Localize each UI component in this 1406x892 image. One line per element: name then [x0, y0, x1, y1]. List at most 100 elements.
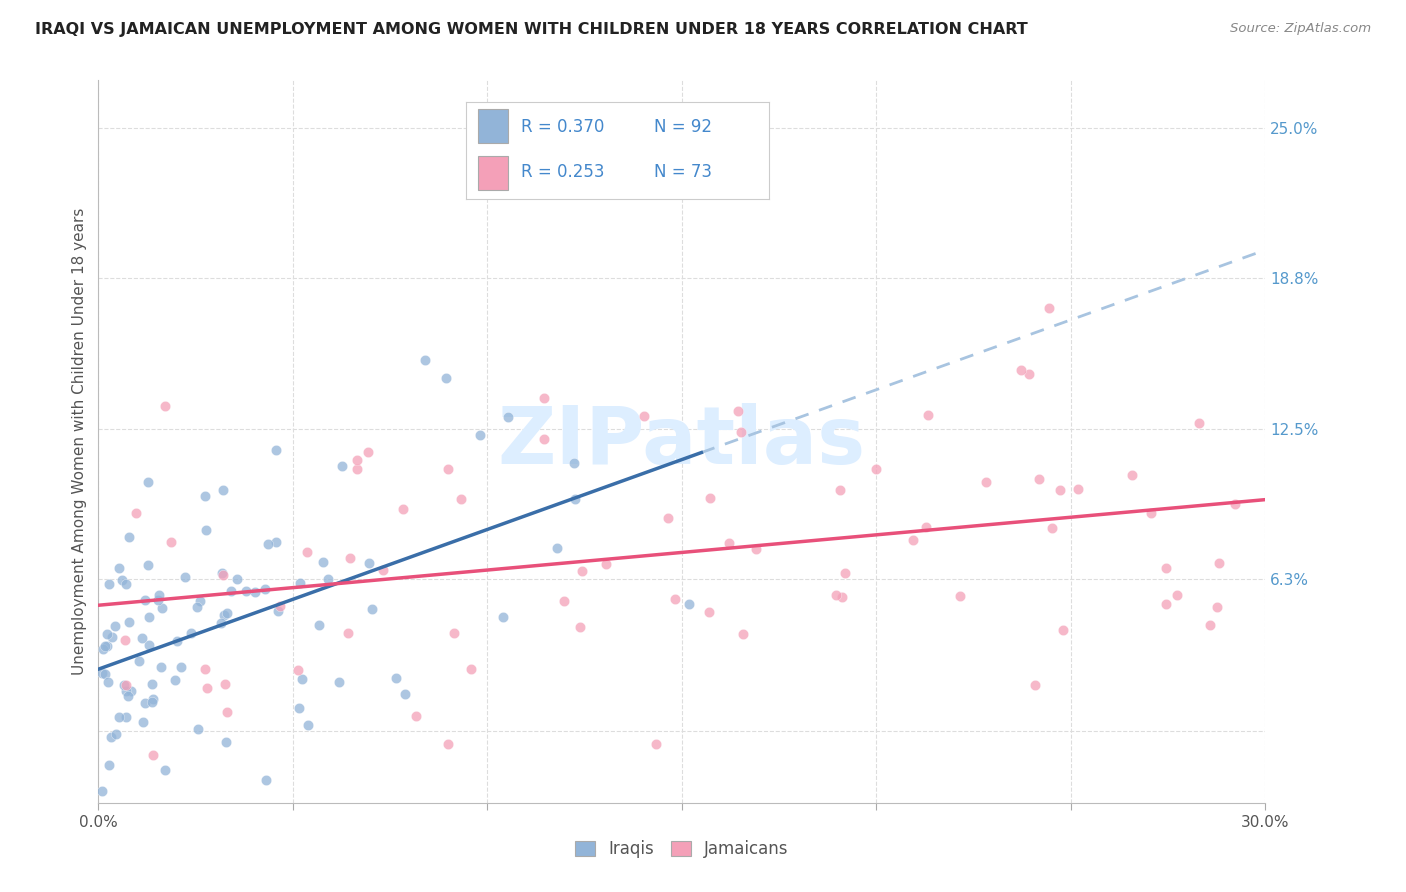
- Point: [903, 533, 925, 548]
- Point: [212, 607, 235, 622]
- Point: [264, 535, 287, 549]
- Legend: Iraqis, Jamaicans: Iraqis, Jamaicans: [567, 832, 797, 867]
- Point: [290, 673, 312, 687]
- Point: [136, 475, 159, 490]
- Point: [371, 563, 394, 577]
- Point: [1166, 588, 1188, 602]
- Point: [266, 442, 288, 457]
- Point: [118, 615, 141, 630]
- Point: [187, 722, 209, 736]
- Point: [288, 700, 311, 714]
- Point: [562, 456, 585, 470]
- Point: [974, 475, 997, 489]
- Point: [104, 727, 127, 741]
- Point: [104, 619, 127, 633]
- Point: [1028, 472, 1050, 486]
- Point: [128, 654, 150, 668]
- Point: [141, 695, 163, 709]
- Point: [170, 660, 193, 674]
- Point: [914, 520, 936, 534]
- Point: [141, 677, 163, 691]
- Point: [93, 639, 115, 653]
- Point: [188, 594, 211, 608]
- Point: [644, 737, 666, 751]
- Point: [865, 461, 887, 475]
- Point: [138, 610, 160, 624]
- Point: [678, 598, 700, 612]
- Point: [153, 400, 176, 414]
- Point: [115, 577, 138, 591]
- Point: [443, 626, 465, 640]
- Point: [112, 678, 135, 692]
- Point: [91, 784, 114, 798]
- Point: [142, 747, 165, 762]
- Point: [131, 632, 153, 646]
- Point: [553, 594, 575, 608]
- Point: [492, 610, 515, 624]
- Point: [148, 592, 170, 607]
- Point: [212, 568, 235, 582]
- Point: [142, 692, 165, 706]
- Point: [633, 409, 655, 423]
- Point: [149, 660, 172, 674]
- Point: [436, 462, 458, 476]
- Point: [595, 558, 617, 572]
- Point: [1154, 597, 1177, 611]
- Point: [392, 501, 415, 516]
- Point: [318, 572, 340, 586]
- Point: [569, 620, 592, 634]
- Point: [110, 573, 132, 587]
- Point: [211, 483, 233, 497]
- Point: [245, 585, 267, 599]
- Point: [308, 617, 330, 632]
- Point: [1040, 521, 1063, 535]
- Point: [105, 807, 128, 822]
- Point: [434, 370, 457, 384]
- Point: [1154, 560, 1177, 574]
- Point: [117, 530, 139, 544]
- Point: [831, 590, 853, 604]
- Point: [91, 642, 114, 657]
- Point: [437, 737, 460, 751]
- Point: [91, 666, 114, 681]
- Point: [413, 352, 436, 367]
- Point: [108, 710, 131, 724]
- Point: [114, 710, 136, 724]
- Point: [138, 638, 160, 652]
- Point: [97, 758, 120, 772]
- Point: [217, 607, 239, 621]
- Point: [288, 576, 311, 591]
- Text: Source: ZipAtlas.com: Source: ZipAtlas.com: [1230, 22, 1371, 36]
- Point: [166, 634, 188, 648]
- Point: [357, 445, 380, 459]
- Point: [96, 626, 118, 640]
- Point: [1225, 497, 1247, 511]
- Point: [120, 684, 142, 698]
- Point: [460, 662, 482, 676]
- Point: [254, 582, 277, 597]
- Point: [108, 561, 131, 575]
- Point: [825, 588, 848, 602]
- Point: [209, 615, 232, 630]
- Point: [225, 572, 247, 586]
- Point: [346, 462, 368, 476]
- Point: [394, 687, 416, 701]
- Point: [194, 662, 217, 676]
- Point: [165, 673, 187, 688]
- Point: [174, 570, 197, 584]
- Point: [1038, 301, 1060, 316]
- Point: [297, 718, 319, 732]
- Point: [346, 453, 368, 467]
- Point: [134, 696, 156, 710]
- Point: [136, 558, 159, 572]
- Point: [1199, 617, 1222, 632]
- Point: [339, 550, 361, 565]
- Point: [1121, 467, 1143, 482]
- Point: [533, 432, 555, 446]
- Point: [917, 408, 939, 422]
- Point: [730, 425, 752, 439]
- Point: [195, 523, 218, 537]
- Point: [1205, 600, 1227, 615]
- Point: [221, 584, 243, 599]
- Point: [1208, 556, 1230, 570]
